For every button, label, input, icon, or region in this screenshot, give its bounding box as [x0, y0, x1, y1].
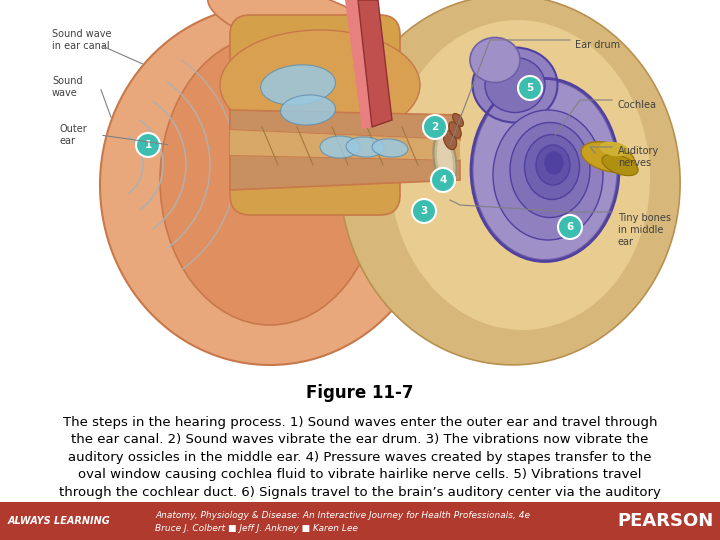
Ellipse shape — [340, 0, 680, 365]
Ellipse shape — [493, 110, 603, 240]
Ellipse shape — [437, 138, 453, 183]
Ellipse shape — [472, 80, 618, 260]
Text: Outer
ear: Outer ear — [60, 124, 88, 146]
Text: 1: 1 — [145, 140, 152, 150]
Text: 6: 6 — [567, 222, 574, 232]
Text: Bruce J. Colbert ■ Jeff J. Ankney ■ Karen Lee: Bruce J. Colbert ■ Jeff J. Ankney ■ Kare… — [155, 524, 358, 533]
Text: Anatomy, Physiology & Disease: An Interactive Journey for Health Professionals, : Anatomy, Physiology & Disease: An Intera… — [155, 511, 530, 520]
Circle shape — [412, 199, 436, 223]
Ellipse shape — [470, 37, 520, 83]
Ellipse shape — [346, 137, 384, 157]
Text: Sound wave
in ear canal: Sound wave in ear canal — [52, 29, 112, 51]
Text: ALWAYS LEARNING: ALWAYS LEARNING — [8, 516, 111, 526]
Circle shape — [136, 133, 160, 157]
Text: Sound
wave: Sound wave — [52, 76, 83, 98]
Text: Cochlea: Cochlea — [618, 100, 657, 110]
Ellipse shape — [602, 154, 638, 176]
Ellipse shape — [545, 152, 563, 174]
Ellipse shape — [510, 123, 590, 218]
Ellipse shape — [100, 5, 440, 365]
Text: PEARSON: PEARSON — [618, 512, 714, 530]
Ellipse shape — [261, 65, 336, 105]
Text: Figure 11-7: Figure 11-7 — [306, 384, 414, 402]
Ellipse shape — [453, 113, 464, 126]
Text: 5: 5 — [526, 83, 534, 93]
Ellipse shape — [444, 130, 456, 150]
Polygon shape — [230, 110, 460, 140]
Text: Tiny bones
in middle
ear: Tiny bones in middle ear — [618, 213, 671, 247]
Text: The steps in the hearing process. 1) Sound waves enter the outer ear and travel : The steps in the hearing process. 1) Sou… — [59, 416, 661, 516]
Ellipse shape — [390, 20, 650, 330]
Circle shape — [431, 168, 455, 192]
Text: Auditory
nerves: Auditory nerves — [618, 146, 660, 168]
Text: 2: 2 — [431, 122, 438, 132]
Polygon shape — [358, 0, 392, 127]
Polygon shape — [230, 130, 460, 160]
Ellipse shape — [599, 141, 629, 157]
Ellipse shape — [581, 141, 635, 172]
Ellipse shape — [485, 57, 545, 112]
Circle shape — [558, 215, 582, 239]
Ellipse shape — [220, 30, 420, 140]
Text: 3: 3 — [420, 206, 428, 216]
Text: Ear drum: Ear drum — [575, 40, 620, 50]
Ellipse shape — [320, 136, 360, 158]
Polygon shape — [230, 155, 460, 190]
Polygon shape — [345, 0, 372, 129]
Ellipse shape — [536, 145, 570, 185]
Ellipse shape — [208, 0, 382, 57]
FancyBboxPatch shape — [230, 15, 400, 215]
Circle shape — [518, 76, 542, 100]
Text: 4: 4 — [439, 175, 446, 185]
Ellipse shape — [472, 48, 557, 123]
Ellipse shape — [433, 133, 456, 187]
Ellipse shape — [372, 139, 408, 157]
Ellipse shape — [281, 95, 336, 125]
Ellipse shape — [449, 122, 462, 138]
Ellipse shape — [160, 35, 380, 325]
Ellipse shape — [524, 134, 580, 199]
Circle shape — [423, 115, 447, 139]
